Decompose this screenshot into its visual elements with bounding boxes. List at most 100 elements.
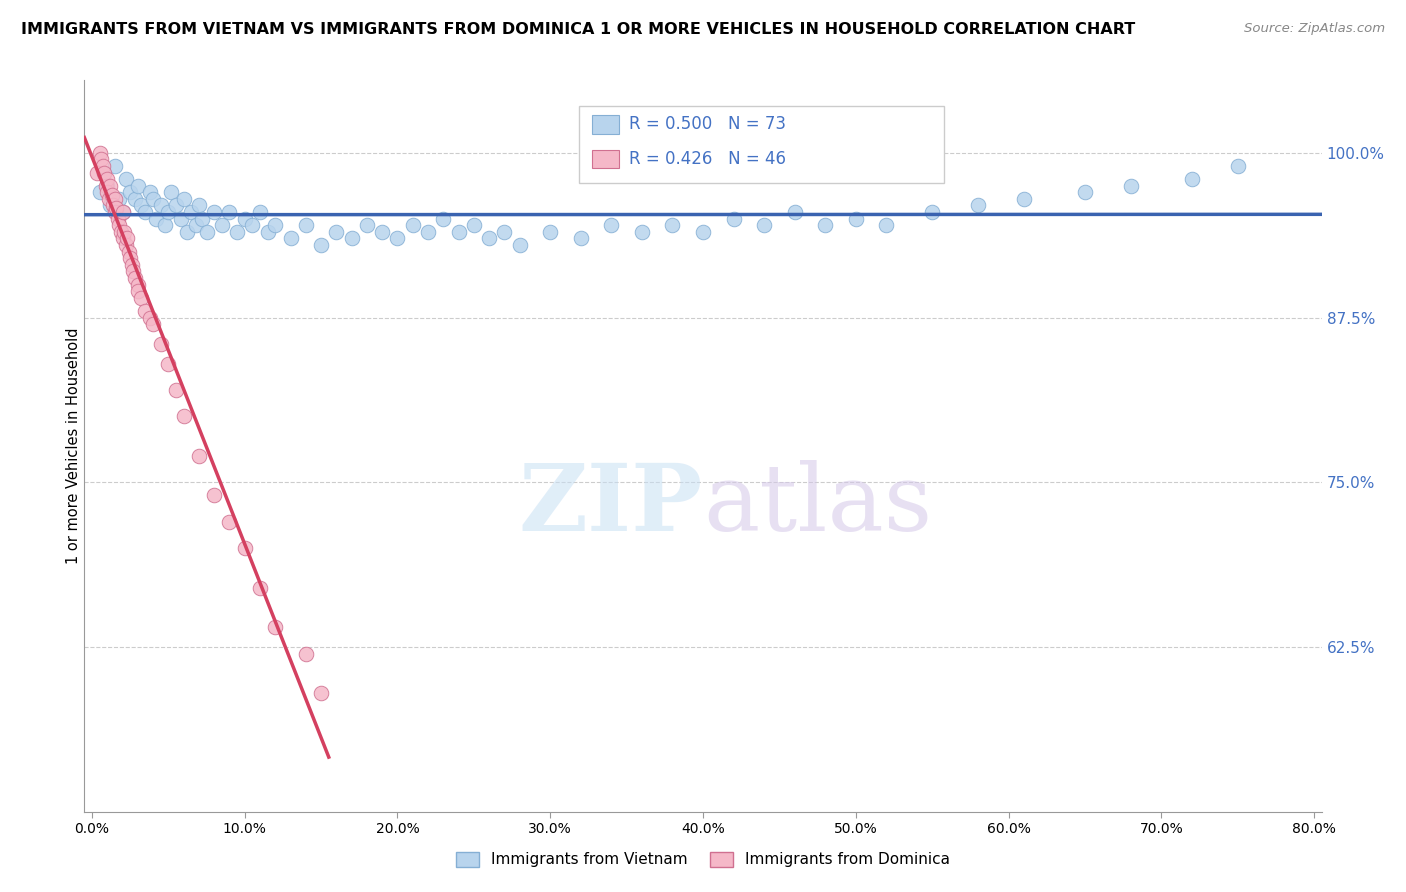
Point [93,165,115,179]
Point [165,383,187,397]
Point [173,192,195,206]
Point [142,192,165,206]
Point [160,186,183,200]
Point [845,211,868,226]
Point [89,186,111,200]
Point [96,186,118,200]
Point [111,231,134,245]
Point [129,291,152,305]
Point [122,264,145,278]
Point [96,172,118,186]
Point [509,238,531,252]
Text: R = 0.500   N = 73: R = 0.500 N = 73 [628,115,786,133]
Point [875,219,897,233]
Text: R = 0.426   N = 46: R = 0.426 N = 46 [628,150,786,168]
Point [176,225,198,239]
Point [120,186,142,200]
Point [155,219,177,233]
Point [93,165,115,179]
Bar [592,150,619,168]
Point [195,225,218,239]
Point [280,231,302,245]
Point [187,449,209,463]
Point [218,205,240,219]
Point [202,205,225,219]
Point [218,515,240,529]
Point [478,231,501,245]
FancyBboxPatch shape [579,106,945,183]
Point [783,205,806,219]
Point [256,225,278,239]
Point [387,231,409,245]
Point [180,205,202,219]
Point [569,231,592,245]
Point [118,244,141,259]
Point [692,225,714,239]
Point [127,178,149,193]
Text: ZIP: ZIP [519,459,703,549]
Point [264,620,287,634]
Point [661,219,683,233]
Point [226,225,249,239]
Point [402,219,425,233]
Point [149,336,172,351]
Point [105,201,128,215]
Point [233,541,256,556]
Point [94,178,117,193]
Point [325,225,347,239]
Point [142,317,165,331]
Point [104,159,127,173]
Point [96,178,118,193]
Point [107,211,129,226]
Point [1012,192,1035,206]
Point [371,225,394,239]
Point [233,211,256,226]
Point [191,211,214,226]
Point [121,258,143,272]
Text: atlas: atlas [703,459,932,549]
Point [600,219,623,233]
Point [104,205,127,219]
Point [111,205,134,219]
Point [1074,186,1097,200]
Point [242,219,264,233]
Point [90,153,112,167]
Point [149,198,172,212]
Point [111,205,134,219]
Point [134,304,156,318]
Point [264,219,287,233]
Point [1181,172,1204,186]
Point [1119,178,1142,193]
Point [115,231,138,245]
Point [101,188,124,202]
Bar [592,115,619,134]
Point [494,225,516,239]
Point [103,198,125,212]
Point [127,284,149,298]
Text: IMMIGRANTS FROM VIETNAM VS IMMIGRANTS FROM DOMINICA 1 OR MORE VEHICLES IN HOUSEH: IMMIGRANTS FROM VIETNAM VS IMMIGRANTS FR… [21,22,1135,37]
Point [249,205,271,219]
Point [202,488,225,502]
Point [120,251,142,265]
Y-axis label: 1 or more Vehicles in Household: 1 or more Vehicles in Household [66,327,80,565]
Point [114,238,136,252]
Point [631,225,654,239]
Point [538,225,561,239]
Point [814,219,837,233]
Point [104,192,127,206]
Point [124,192,146,206]
Point [124,271,146,285]
Point [91,159,114,173]
Point [340,231,363,245]
Point [173,409,195,424]
Point [309,686,332,700]
Point [108,219,131,233]
Point [249,581,271,595]
Point [145,211,167,226]
Point [169,211,191,226]
Point [114,172,136,186]
Point [127,277,149,292]
Point [97,192,120,206]
Point [134,205,156,219]
Point [295,647,318,661]
